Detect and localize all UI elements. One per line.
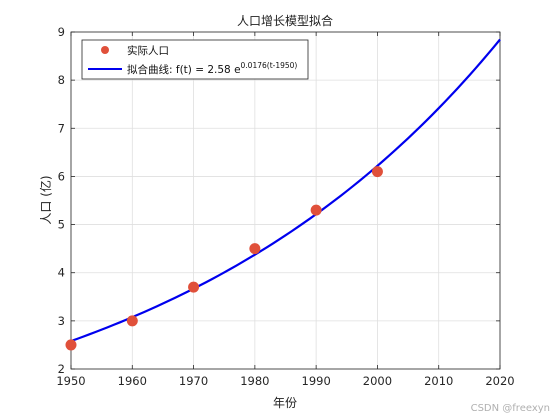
legend-label-fit: 拟合曲线: f(t) = 2.58 e0.0176(t-1950): [127, 61, 297, 76]
x-tick-label: 1960: [118, 374, 147, 388]
y-tick-label: 5: [58, 218, 65, 232]
legend-label-fit-exponent: 0.0176(t-1950): [241, 61, 298, 70]
data-point: [249, 243, 261, 255]
data-point: [126, 315, 138, 327]
data-point: [188, 281, 200, 293]
x-tick-labels: 1950 1960 1970 1980 1990 2000 2010 2020: [56, 374, 514, 388]
y-tick-label: 3: [58, 314, 65, 328]
x-tick-label: 1980: [240, 374, 269, 388]
data-point: [310, 204, 322, 216]
x-tick-label: 2020: [485, 374, 514, 388]
legend: 实际人口 拟合曲线: f(t) = 2.58 e0.0176(t-1950): [81, 39, 309, 80]
x-tick-label: 1950: [56, 374, 85, 388]
y-tick-label: 8: [58, 73, 65, 87]
legend-label-actual: 实际人口: [127, 44, 169, 57]
x-tick-label: 1990: [302, 374, 331, 388]
series: [65, 38, 501, 351]
y-tick-label: 9: [58, 25, 65, 39]
watermark: CSDN @freexyn: [471, 403, 550, 414]
fit-curve: [70, 38, 501, 343]
legend-box: [81, 39, 309, 80]
chart-title: 人口增长模型拟合: [237, 13, 333, 28]
axes: [70, 31, 501, 370]
y-axis-label: 人口 (亿): [38, 175, 53, 224]
x-tick-label: 1970: [179, 374, 208, 388]
y-tick-labels: 2 3 4 5 6 7 8 9: [58, 25, 65, 376]
y-tick-label: 6: [58, 169, 65, 183]
y-tick-label: 4: [58, 266, 65, 280]
legend-marker-actual: [101, 46, 109, 54]
axes-box: [70, 31, 501, 370]
x-tick-label: 2000: [363, 374, 392, 388]
x-tick-label: 2010: [424, 374, 453, 388]
legend-label-fit-base: 拟合曲线: f(t) = 2.58 e: [127, 63, 241, 76]
y-tick-label: 7: [58, 121, 65, 135]
data-point: [65, 339, 77, 351]
data-point: [371, 166, 383, 178]
x-axis-label: 年份: [273, 396, 297, 410]
y-tick-label: 2: [58, 362, 65, 376]
